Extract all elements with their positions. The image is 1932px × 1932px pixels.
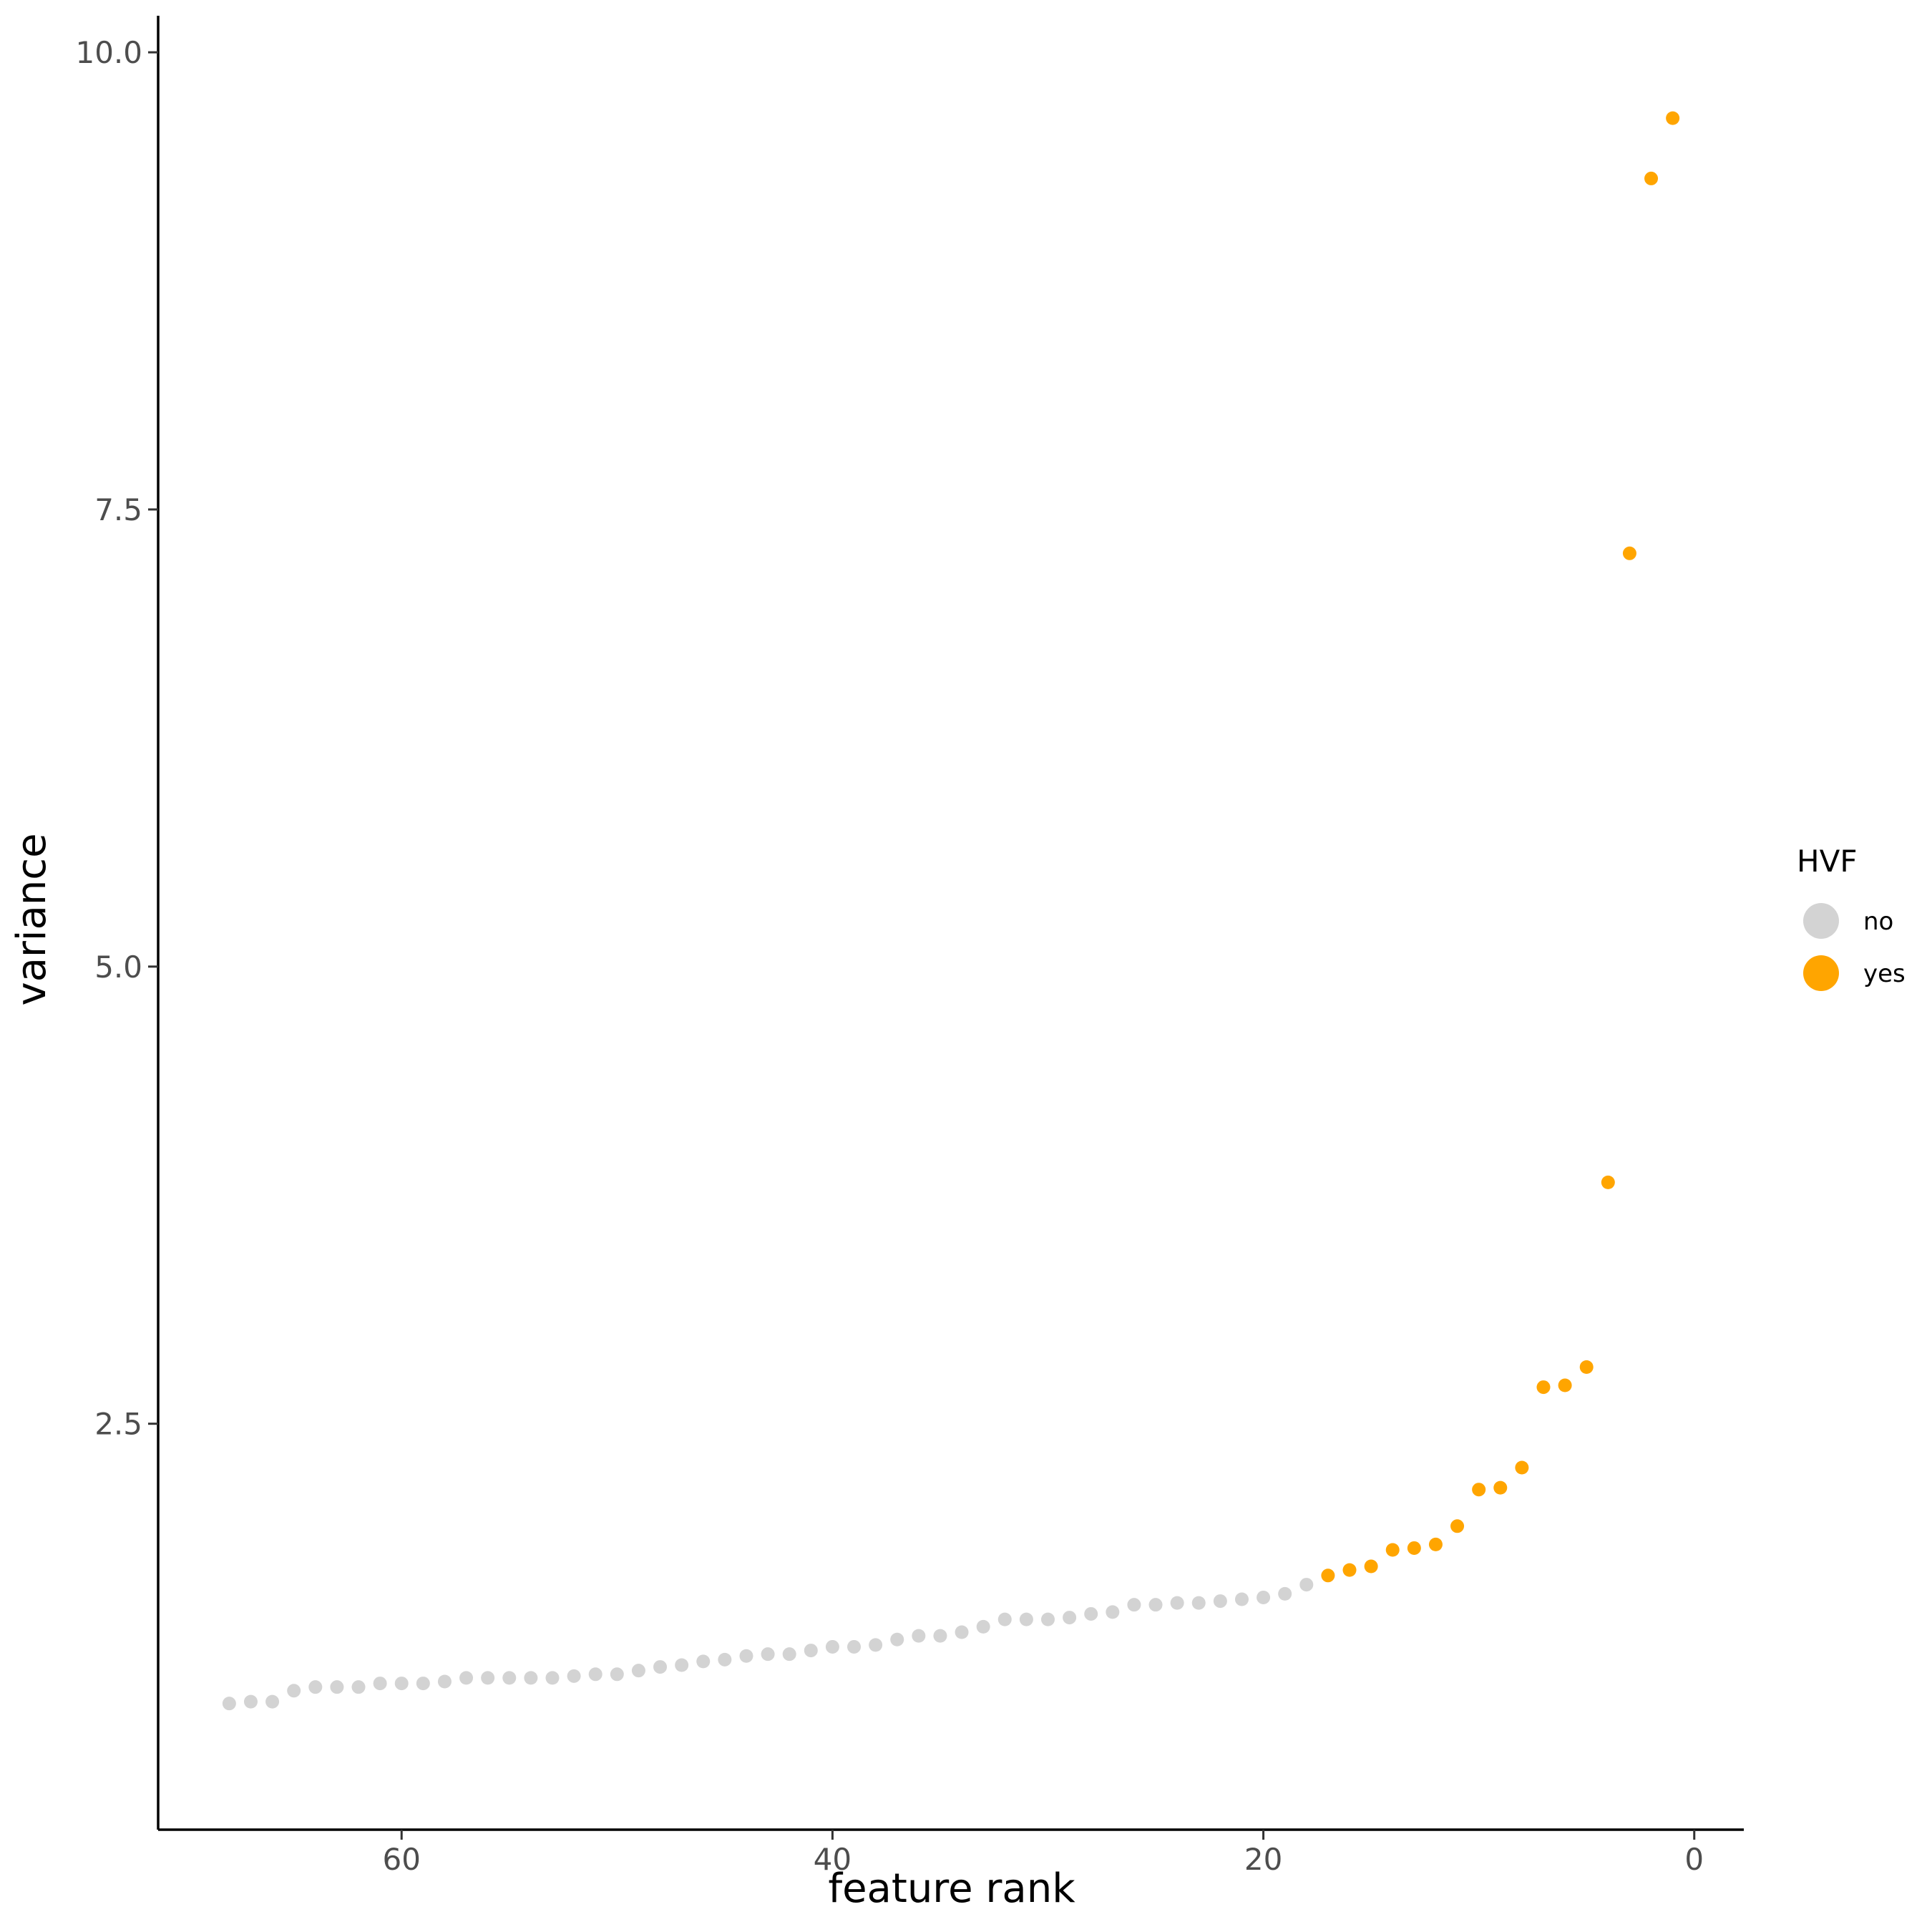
data-point-no (1299, 1578, 1314, 1592)
data-point-no (1127, 1598, 1141, 1612)
data-point-yes (1622, 546, 1636, 560)
data-point-yes (1342, 1563, 1357, 1577)
data-point-yes (1536, 1380, 1551, 1395)
data-point-yes (1666, 111, 1680, 125)
data-point-no (653, 1660, 668, 1674)
data-point-no (265, 1694, 280, 1709)
data-point-yes (1601, 1175, 1615, 1189)
legend-label-yes: yes (1863, 960, 1906, 988)
legend-title: HVF (1797, 844, 1857, 879)
data-point-yes (1321, 1568, 1335, 1583)
data-point-yes (1450, 1519, 1465, 1533)
data-point-no (1191, 1596, 1206, 1610)
data-point-no (351, 1680, 366, 1694)
data-point-no (459, 1671, 474, 1685)
data-point-no (976, 1619, 990, 1634)
data-point-no (1106, 1605, 1120, 1619)
data-point-no (761, 1647, 775, 1662)
data-point-yes (1407, 1541, 1421, 1555)
data-point-yes (1558, 1378, 1572, 1392)
data-point-no (1278, 1586, 1292, 1601)
x-tick-label: 60 (383, 1842, 421, 1877)
data-point-yes (1515, 1460, 1529, 1475)
data-point-no (416, 1677, 430, 1691)
data-point-no (955, 1625, 969, 1639)
y-tick-label: 5.0 (94, 950, 142, 985)
data-point-no (481, 1671, 495, 1685)
legend-key-no (1803, 903, 1839, 939)
data-point-yes (1364, 1559, 1378, 1574)
data-point-no (718, 1652, 732, 1667)
data-point-yes (1472, 1483, 1486, 1497)
data-point-yes (1428, 1537, 1443, 1551)
data-point-no (804, 1644, 818, 1658)
data-point-yes (1385, 1543, 1400, 1557)
data-point-no (739, 1649, 753, 1663)
legend-key-yes (1803, 955, 1839, 991)
data-point-no (933, 1629, 947, 1643)
data-point-no (287, 1684, 301, 1698)
data-point-no (330, 1680, 344, 1694)
data-point-no (437, 1674, 452, 1689)
data-point-no (1084, 1606, 1098, 1621)
data-point-no (567, 1669, 581, 1683)
data-point-no (394, 1677, 409, 1691)
data-point-no (825, 1639, 839, 1654)
x-tick-label: 0 (1684, 1842, 1704, 1877)
y-tick-label: 7.5 (94, 492, 142, 527)
data-point-no (588, 1667, 602, 1682)
data-point-yes (1579, 1360, 1594, 1374)
data-point-no (675, 1658, 689, 1672)
data-point-no (869, 1638, 883, 1652)
data-point-no (222, 1697, 236, 1711)
data-point-no (1148, 1598, 1163, 1612)
data-point-no (545, 1671, 560, 1685)
data-points (222, 111, 1680, 1711)
x-tick-label: 40 (814, 1842, 852, 1877)
data-point-no (1170, 1596, 1184, 1610)
data-point-yes (1493, 1480, 1508, 1495)
axes: 60 40 20 0 2.5 5.0 7.5 10.0 (75, 16, 1744, 1877)
legend: HVF no yes (1797, 844, 1906, 991)
data-point-no (1063, 1611, 1077, 1625)
data-point-no (847, 1639, 862, 1654)
data-point-yes (1644, 171, 1659, 185)
data-point-no (997, 1612, 1012, 1626)
data-point-no (1019, 1612, 1033, 1626)
data-point-no (308, 1680, 323, 1694)
data-point-no (890, 1632, 904, 1646)
data-point-no (1257, 1590, 1271, 1604)
data-point-no (1213, 1594, 1227, 1609)
data-point-no (524, 1671, 538, 1685)
data-point-no (373, 1677, 387, 1691)
data-point-no (1040, 1612, 1055, 1626)
data-point-no (696, 1654, 711, 1669)
data-point-no (782, 1647, 796, 1662)
x-tick-label: 20 (1244, 1842, 1282, 1877)
x-axis-title: feature rank (828, 1865, 1075, 1912)
y-tick-label: 10.0 (75, 35, 142, 70)
data-point-no (502, 1671, 517, 1685)
y-tick-label: 2.5 (94, 1407, 142, 1442)
legend-label-no: no (1863, 907, 1893, 936)
data-point-no (631, 1664, 645, 1678)
data-point-no (1234, 1592, 1249, 1606)
y-axis-title: variance (9, 833, 55, 1005)
data-point-no (243, 1694, 258, 1709)
data-point-no (610, 1667, 624, 1682)
data-point-no (912, 1629, 926, 1643)
